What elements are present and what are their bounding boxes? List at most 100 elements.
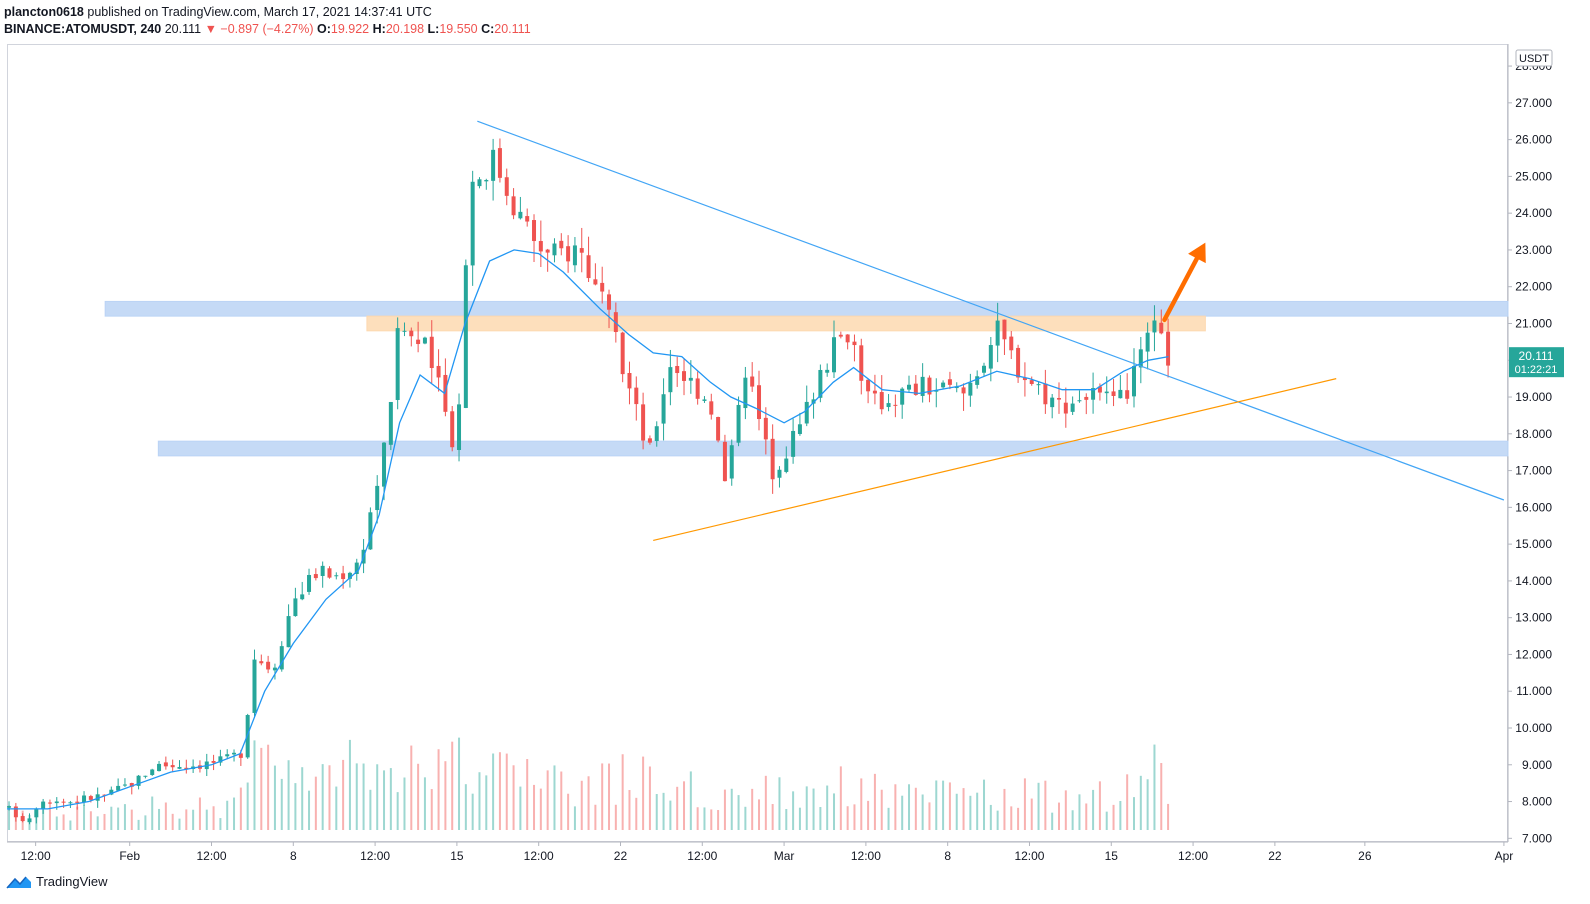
volume-bar bbox=[103, 813, 106, 830]
candle-body bbox=[354, 562, 359, 574]
volume-bar bbox=[1126, 774, 1129, 830]
candle-body bbox=[538, 241, 543, 252]
volume-bar bbox=[76, 806, 79, 830]
candle-body bbox=[20, 816, 25, 822]
volume-bar bbox=[901, 795, 904, 830]
candle-body bbox=[422, 337, 427, 344]
volume-bar bbox=[648, 766, 651, 830]
candle-body bbox=[61, 801, 66, 803]
volume-bar bbox=[955, 793, 958, 830]
candle-body bbox=[647, 438, 652, 443]
candle-body bbox=[122, 784, 127, 786]
candle-body bbox=[661, 394, 666, 424]
volume-bar bbox=[560, 771, 563, 830]
volume-bar bbox=[1105, 811, 1108, 830]
author-name[interactable]: plancton0618 bbox=[4, 5, 84, 19]
volume-bar bbox=[1044, 780, 1047, 830]
countdown-label: 01:22:21 bbox=[1515, 364, 1558, 376]
volume-bar bbox=[137, 819, 140, 830]
volume-bar bbox=[812, 788, 815, 830]
candle-body bbox=[272, 667, 277, 671]
volume-bar bbox=[860, 778, 863, 830]
volume-bar bbox=[417, 763, 420, 830]
volume-bar bbox=[533, 784, 536, 830]
candle-body bbox=[682, 371, 687, 381]
volume-bar bbox=[89, 811, 92, 830]
candle-body bbox=[832, 337, 837, 373]
volume-bar bbox=[260, 747, 263, 830]
chart-header: plancton0618 published on TradingView.co… bbox=[4, 4, 531, 38]
candle-body bbox=[41, 801, 46, 809]
volume-bar bbox=[471, 793, 474, 830]
candle-body bbox=[259, 661, 264, 664]
volume-bar bbox=[1071, 810, 1074, 830]
price-tick-label: 15.000 bbox=[1515, 537, 1552, 551]
volume-bar bbox=[96, 816, 99, 830]
volume-bar bbox=[198, 797, 201, 830]
volume-bar bbox=[430, 789, 433, 830]
volume-bar bbox=[396, 792, 399, 830]
volume-bar bbox=[608, 763, 611, 830]
candle-body bbox=[34, 808, 39, 818]
candle-body bbox=[859, 345, 864, 381]
candle-body bbox=[184, 767, 189, 769]
volume-bar bbox=[553, 765, 556, 830]
volume-bar bbox=[989, 804, 992, 830]
time-tick-label: 15 bbox=[450, 849, 464, 863]
volume-bar bbox=[14, 815, 17, 830]
volume-bar bbox=[178, 818, 181, 830]
volume-bar bbox=[730, 788, 733, 830]
candle-body bbox=[252, 659, 257, 713]
candle-body bbox=[791, 430, 796, 457]
volume-bar bbox=[389, 768, 392, 830]
volume-bar bbox=[280, 778, 283, 830]
candle-body bbox=[845, 334, 850, 343]
candle-body bbox=[382, 442, 387, 487]
time-axis[interactable]: 12:00 Feb 12:00 8 12:00 15 12:00 22 12:00 Mar 12:0… bbox=[21, 842, 1514, 863]
candle-body bbox=[388, 401, 393, 445]
candle-body bbox=[920, 376, 925, 396]
candle-body bbox=[1125, 390, 1130, 399]
time-tick-label: Mar bbox=[774, 849, 795, 863]
volume-bar bbox=[451, 741, 454, 830]
candle-body bbox=[961, 387, 966, 394]
volume-bar bbox=[778, 777, 781, 830]
tradingview-logo-icon bbox=[6, 876, 31, 888]
tradingview-logo[interactable]: TradingView bbox=[6, 874, 108, 889]
candle-body bbox=[1097, 386, 1102, 393]
candle-body bbox=[143, 775, 148, 777]
volume-bar bbox=[403, 777, 406, 830]
volume-bar bbox=[628, 790, 631, 830]
candle-body bbox=[95, 794, 100, 801]
volume-bar bbox=[573, 806, 576, 830]
price-axis[interactable]: 7.000 8.000 9.000 10.000 11.000 12.000 13.000 1… bbox=[1508, 49, 1553, 845]
candle-body bbox=[750, 376, 755, 387]
volume-bar bbox=[226, 800, 229, 830]
candle-body bbox=[668, 367, 673, 393]
price-tick-label: 9.000 bbox=[1522, 758, 1552, 772]
volume-bar bbox=[253, 740, 256, 830]
volume-bar bbox=[764, 775, 767, 830]
volume-bar bbox=[1003, 788, 1006, 830]
volume-bar bbox=[948, 782, 951, 830]
candle-body bbox=[675, 365, 680, 374]
volume-bar bbox=[1058, 802, 1061, 830]
candle-body bbox=[716, 417, 721, 441]
candle-body bbox=[954, 386, 959, 389]
candle-body bbox=[1152, 320, 1157, 333]
volume-bar bbox=[983, 779, 986, 830]
moving-average-line bbox=[7, 249, 1169, 810]
candle-body bbox=[484, 179, 489, 182]
candle-body bbox=[163, 762, 168, 767]
volume-bar bbox=[873, 773, 876, 830]
candle-body bbox=[13, 806, 18, 818]
candle-body bbox=[286, 616, 291, 648]
volume-bar bbox=[478, 772, 481, 830]
volume-bar bbox=[1146, 779, 1149, 830]
volume-bar bbox=[826, 785, 829, 830]
tradingview-brand: TradingView bbox=[36, 874, 108, 889]
time-tick-label: 12:00 bbox=[1014, 849, 1044, 863]
time-tick-label: 8 bbox=[944, 849, 951, 863]
candle-body bbox=[784, 458, 789, 472]
